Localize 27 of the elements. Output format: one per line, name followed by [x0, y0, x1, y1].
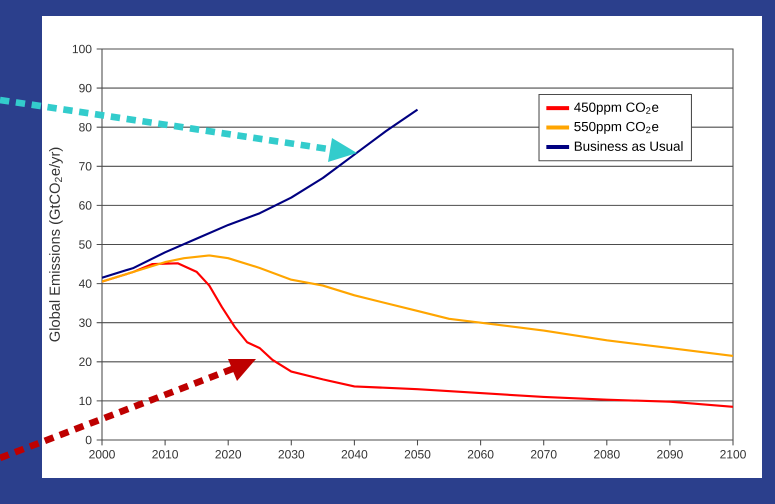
- y-tick-label: 90: [79, 84, 92, 92]
- x-tick-label: 2030: [278, 450, 304, 459]
- legend-label: Business as Usual: [574, 141, 683, 151]
- y-tick-label: 100: [72, 44, 92, 54]
- line-series: [102, 108, 419, 279]
- x-tick-label: 2010: [152, 450, 178, 459]
- legend-label: 450ppm CO$_{2}$e: [574, 102, 658, 115]
- x-tick-label: 2070: [530, 450, 557, 459]
- y-tick-label: 30: [79, 318, 92, 327]
- y-tick-label: 70: [79, 162, 92, 171]
- x-tick-label: 2080: [594, 450, 620, 459]
- y-tick-label: 20: [79, 358, 92, 366]
- y-tick-label: 50: [79, 240, 92, 249]
- x-tick-label: 2000: [89, 450, 115, 459]
- y-tick-label: 0: [86, 436, 92, 444]
- x-tick-label: 2100: [720, 450, 746, 459]
- x-tick-label: 2020: [215, 450, 242, 459]
- y-axis-title: Global Emissions (GtCO$_{2}$e/yr): [49, 148, 63, 342]
- legend-label: 550ppm CO$_{2}$e: [574, 122, 658, 134]
- x-tick-label: 2050: [404, 450, 430, 459]
- y-tick-label: 60: [79, 201, 92, 210]
- x-tick-label: 2060: [468, 450, 494, 459]
- y-tick-label: 10: [80, 396, 92, 406]
- x-tick-label: 2090: [657, 450, 683, 459]
- x-tick-label: 2040: [342, 450, 368, 459]
- y-tick-label: 80: [79, 122, 92, 132]
- y-tick-label: 40: [78, 279, 92, 288]
